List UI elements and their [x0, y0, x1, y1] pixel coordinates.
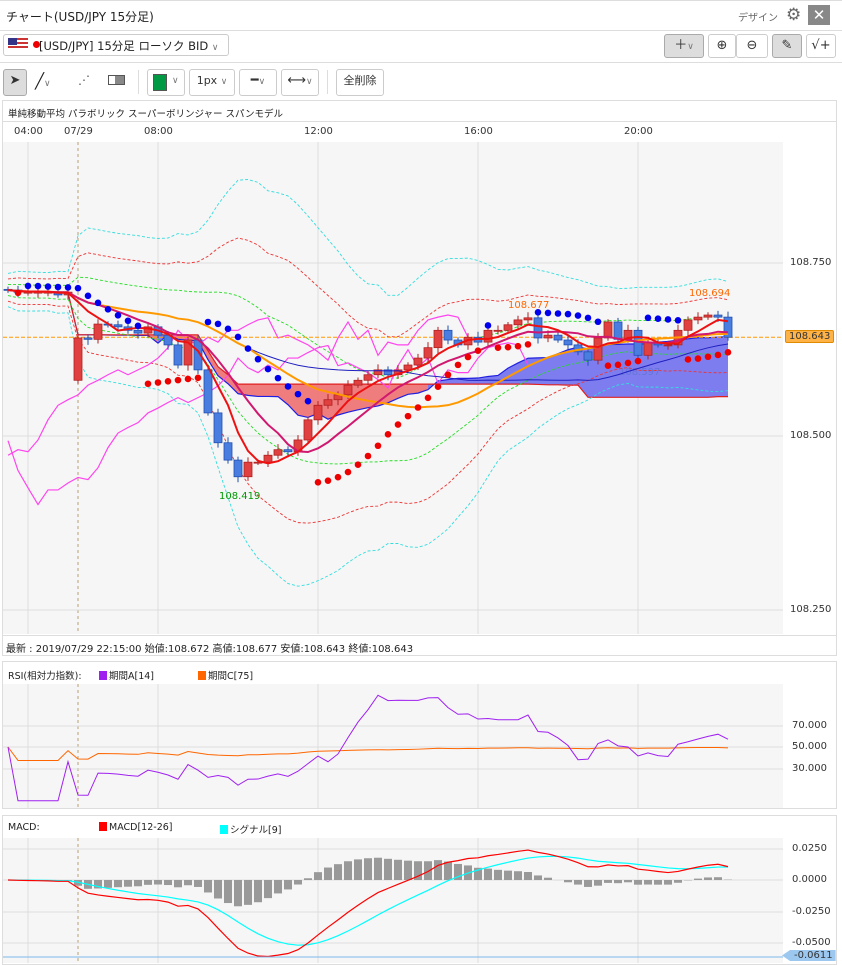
signal-legend: シグナル[9]	[220, 822, 281, 836]
macd-axis-label: -0.0500	[792, 937, 831, 948]
rsi-axis-label: 50.000	[792, 741, 827, 752]
jp-flag-icon	[33, 41, 40, 48]
indicator-add-icon: √+	[811, 38, 830, 53]
macd-legend: MACD[12-26]	[99, 822, 173, 833]
high-annotation: 108.677	[508, 300, 549, 311]
crosshair-button[interactable]: ＋∨	[664, 34, 704, 58]
line-end-select[interactable]: ⟷∨	[281, 69, 319, 96]
color-picker[interactable]: ∨	[147, 69, 185, 96]
divider	[3, 121, 836, 122]
chevron-down-icon: ∨	[212, 43, 219, 53]
price-label: 108.750	[790, 257, 831, 268]
line-icon: ╱	[35, 72, 44, 90]
zoom-in-icon: ⊕	[717, 38, 728, 53]
low-annotation: 108.597	[619, 367, 660, 378]
design-link[interactable]: デザイン	[738, 9, 778, 24]
line-width-value: 1px	[197, 74, 218, 87]
draw-button[interactable]: ✎	[772, 34, 802, 58]
divider	[138, 70, 139, 94]
zoom-out-button[interactable]: ⊖	[736, 34, 768, 58]
price-label: 108.250	[790, 604, 831, 615]
line-style-select[interactable]: ━∨	[239, 69, 277, 96]
rsi-title: RSI(相対力指数):	[8, 668, 82, 682]
arrow-line-icon: ⟷	[287, 73, 306, 88]
time-label: 08:00	[144, 126, 173, 137]
divider	[327, 70, 328, 94]
macd-axis-label: 0.0250	[792, 843, 827, 854]
color-swatch	[153, 74, 167, 91]
symbol-select-value: [USD/JPY] 15分足 ローソク BID	[39, 39, 208, 53]
solid-line-icon: ━	[251, 73, 259, 88]
macd-current-badge: -0.0611	[782, 950, 836, 961]
parallel-lines-icon: ⋰	[78, 73, 90, 87]
rsi-plot-area[interactable]	[3, 684, 783, 808]
macd-axis-label: -0.0250	[792, 906, 831, 917]
time-label: 16:00	[464, 126, 493, 137]
zoom-out-icon: ⊖	[747, 38, 758, 53]
macd-plot-area[interactable]	[3, 838, 783, 963]
gear-icon[interactable]: ⚙	[786, 5, 801, 25]
high-annotation: 108.694	[689, 288, 730, 299]
rsi-axis-label: 30.000	[792, 763, 827, 774]
line-tool-button[interactable]: ╱∨	[35, 72, 51, 90]
divider	[3, 635, 836, 636]
parallel-line-tool-button[interactable]: ⋰	[78, 73, 90, 87]
select-tool-button[interactable]: ➤	[3, 69, 27, 96]
macd-title: MACD:	[8, 822, 40, 833]
cursor-arrow-icon: ➤	[10, 73, 21, 88]
line-width-select[interactable]: 1px ∨	[189, 69, 235, 96]
divider	[0, 62, 842, 63]
us-flag-icon	[8, 38, 28, 50]
time-label: 12:00	[304, 126, 333, 137]
price-label: 108.500	[790, 430, 831, 441]
time-label: 20:00	[624, 126, 653, 137]
zoom-in-button[interactable]: ⊕	[708, 34, 736, 58]
main-plot-area[interactable]	[3, 142, 783, 634]
pencil-icon: ✎	[782, 38, 793, 53]
rsi-axis-label: 70.000	[792, 720, 827, 731]
macd-axis-label: 0.0000	[792, 874, 827, 885]
ohlc-info-line: 最新 : 2019/07/29 22:15:00 始値:108.672 高値:1…	[6, 640, 413, 655]
window-title: チャート(USD/JPY 15分足)	[6, 8, 154, 25]
time-label: 04:00	[14, 126, 43, 137]
close-button[interactable]: ✕	[808, 5, 830, 25]
current-price-badge: 108.643	[785, 330, 834, 343]
low-annotation: 108.419	[219, 491, 260, 502]
indicators-legend[interactable]: 単純移動平均 パラボリック スーパーボリンジャー スパンモデル	[8, 106, 283, 120]
rsi-legend-c: 期間C[75]	[198, 668, 253, 682]
rsi-legend-a: 期間A[14]	[99, 668, 154, 682]
time-label: 07/29	[64, 126, 93, 137]
rectangle-tool-icon[interactable]	[108, 75, 125, 85]
add-indicator-button[interactable]: √+	[806, 34, 836, 58]
clear-all-button[interactable]: 全削除	[336, 69, 384, 96]
